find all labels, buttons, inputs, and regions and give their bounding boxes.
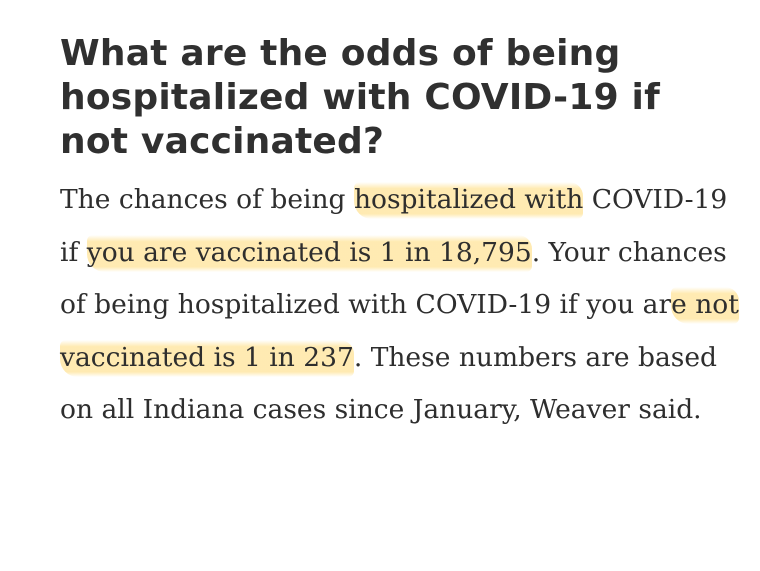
paragraph-text-1: The chances of being bbox=[60, 184, 354, 215]
article-paragraph: The chances of being hospitalized with C… bbox=[60, 174, 740, 437]
article: What are the odds of being hospitalized … bbox=[60, 32, 740, 437]
highlighted-text-1: hospitalized with bbox=[353, 182, 584, 219]
article-headline: What are the odds of being hospitalized … bbox=[60, 33, 660, 162]
highlighted-text-2: you are vaccinated is 1 in 18,795 bbox=[86, 234, 532, 272]
paragraph-text-4: . These numbers are based on all Indiana… bbox=[60, 341, 718, 426]
paragraph-text-3: . Your chances of being hospitalized wit… bbox=[60, 236, 727, 321]
paragraph-text-2: COVID-19 if bbox=[60, 184, 728, 268]
